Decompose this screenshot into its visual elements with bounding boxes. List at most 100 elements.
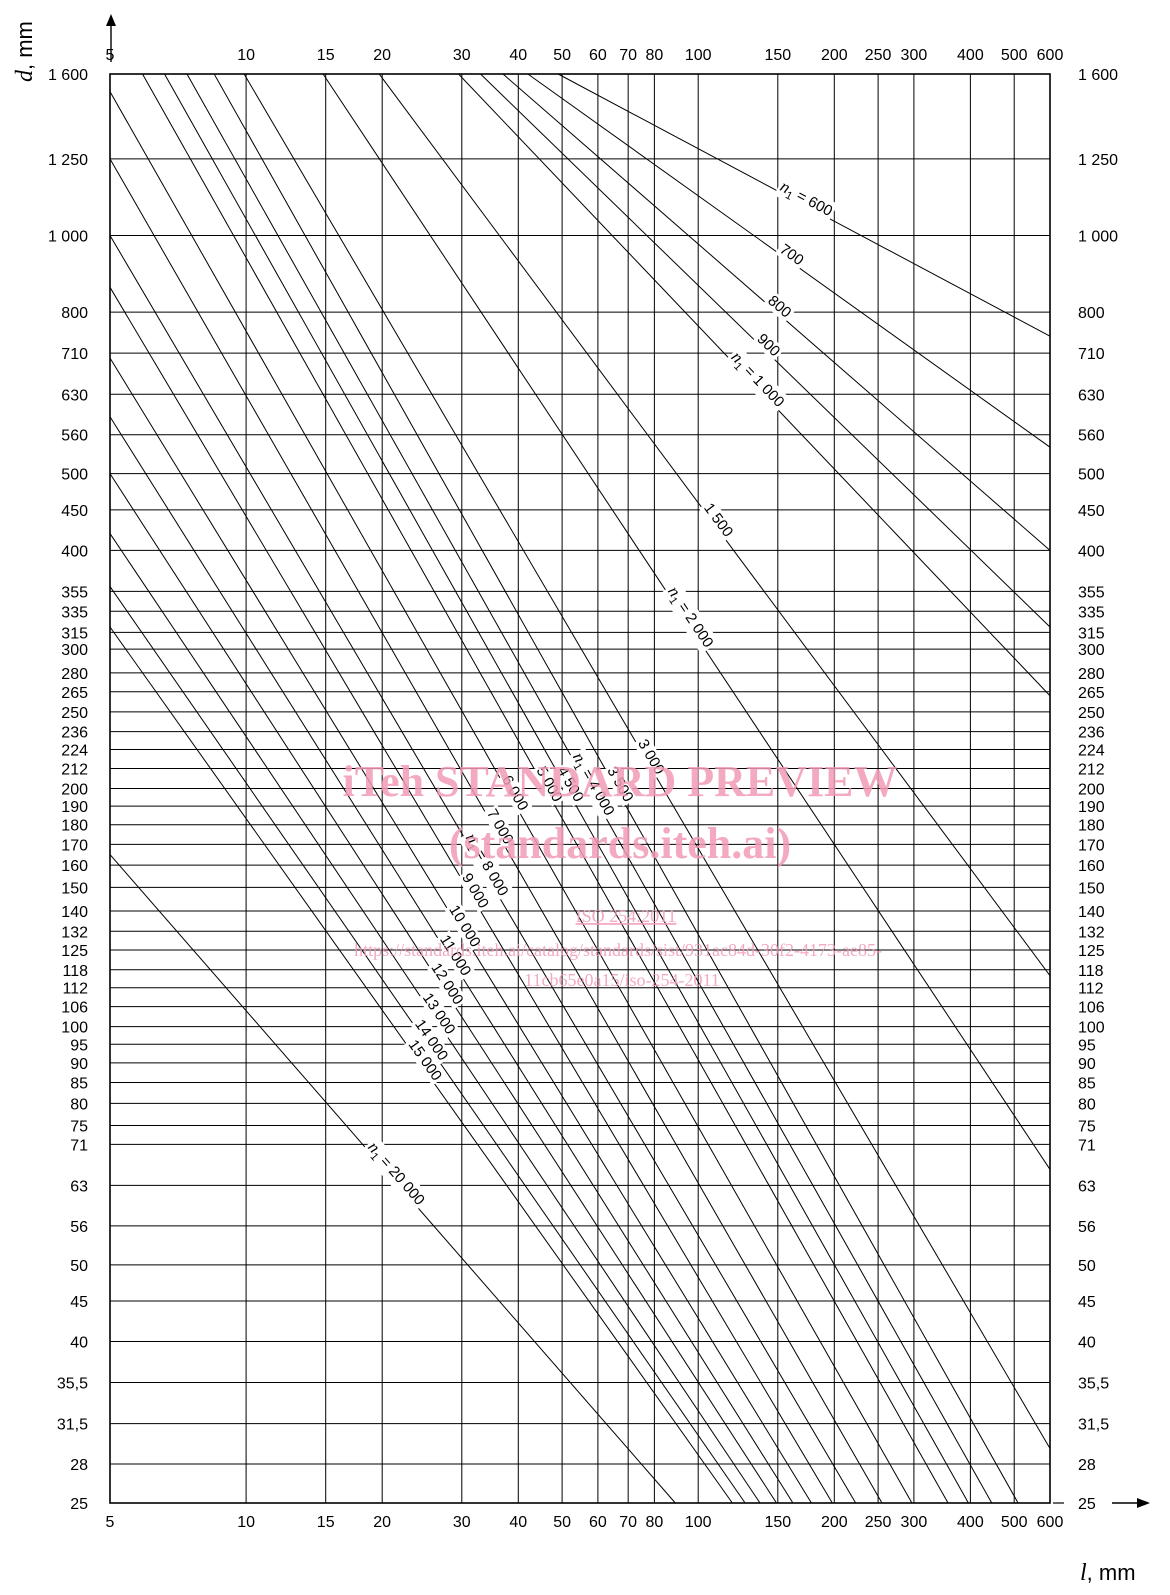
y-tick-label: 106: [61, 1000, 88, 1017]
y-tick-label: 80: [70, 1096, 88, 1113]
x-axis-title: l, mm: [1080, 1560, 1136, 1586]
x-tick-label: 10: [237, 1514, 255, 1531]
y-axis-title: d, mm: [12, 21, 38, 82]
y-tick-label: 355: [1078, 584, 1105, 601]
y-tick-label: 224: [61, 743, 88, 760]
y-tick-label: 25: [1078, 1496, 1096, 1513]
y-tick-label: 190: [61, 799, 88, 816]
y-tick-label: 224: [1078, 743, 1105, 760]
curve-label: 900: [753, 330, 783, 360]
watermark-url-line1[interactable]: https://standards.iteh.ai/catalog/standa…: [354, 940, 882, 960]
y-tick-label: 300: [61, 642, 88, 659]
y-tick-label: 125: [61, 943, 88, 960]
curve-label-bg: [426, 958, 468, 1010]
curve-label-bg: [417, 988, 460, 1040]
y-tick-label: 28: [70, 1457, 88, 1474]
watermark-title: iTeh STANDARD PREVIEW: [343, 757, 898, 806]
y-tick-label: 1 000: [48, 228, 88, 245]
y-tick-label: 71: [70, 1137, 88, 1154]
x-tick-label: 80: [645, 1514, 663, 1531]
curve-label-bg: [482, 804, 518, 849]
y-axis-variable: d: [12, 69, 38, 82]
y-tick-label: 28: [1078, 1457, 1096, 1474]
y-tick-label: 106: [1078, 1000, 1105, 1017]
y-tick-label: 80: [1078, 1096, 1096, 1113]
y-tick-label: 265: [61, 685, 88, 702]
y-tick-label: 45: [1078, 1294, 1096, 1311]
x-axis-arrow-head: [1137, 1498, 1150, 1508]
y-tick-label: 63: [1078, 1178, 1096, 1195]
x-tick-label: 150: [764, 47, 791, 64]
y-tick-label: 50: [70, 1258, 88, 1275]
x-axis-variable: l: [1080, 1560, 1087, 1586]
x-tick-label: 15: [317, 47, 335, 64]
x-tick-label: 100: [685, 47, 712, 64]
y-tick-label: 236: [61, 725, 88, 742]
watermark-subtitle: (standards.iteh.ai): [449, 819, 791, 868]
y-tick-label: 250: [61, 705, 88, 722]
curve-label-bg: [552, 762, 588, 807]
x-tick-label: 600: [1037, 1514, 1064, 1531]
y-tick-label: 112: [1078, 981, 1104, 998]
curve-label-bg: [403, 1035, 447, 1086]
x-tick-label: 40: [509, 1514, 527, 1531]
x-tick-label: 400: [957, 1514, 984, 1531]
x-tick-label: 150: [764, 1514, 791, 1531]
y-tick-label: 236: [1078, 725, 1105, 742]
curve-label-bg: [457, 868, 493, 914]
curve-label-bg: [752, 329, 785, 362]
y-tick-label: 265: [1078, 685, 1105, 702]
y-tick-label: 90: [70, 1056, 88, 1073]
x-tick-label: 500: [1001, 47, 1028, 64]
curve-label-bg: [660, 580, 720, 655]
y-tick-label: 112: [62, 981, 88, 998]
x-tick-label: 60: [589, 47, 607, 64]
y-tick-label: 710: [61, 346, 88, 363]
y-tick-label: 800: [1078, 305, 1105, 322]
y-tick-label: 35,5: [57, 1376, 88, 1393]
y-tick-label: 50: [1078, 1258, 1096, 1275]
y-tick-label: 300: [1078, 642, 1105, 659]
y-tick-label: 1 600: [1078, 67, 1118, 84]
curve-label-bg: [774, 239, 809, 271]
y-tick-label: 25: [70, 1496, 88, 1513]
watermark-standard-link[interactable]: ISO 254:2011: [576, 906, 677, 926]
axis-arrows: [106, 14, 1150, 1508]
x-tick-label: 250: [865, 1514, 892, 1531]
y-tick-label: 355: [61, 584, 88, 601]
curve-label-bg: [497, 770, 533, 816]
curve-label-bg: [602, 762, 638, 807]
x-tick-label: 15: [317, 1514, 335, 1531]
x-tick-label: 30: [453, 47, 471, 64]
y-tick-label: 95: [70, 1037, 88, 1054]
y-tick-label: 125: [1078, 943, 1105, 960]
curve-label: n1 = 2 000: [662, 583, 719, 653]
watermark-url-line2[interactable]: 11cb65e0a15/iso-254-2011: [524, 970, 720, 990]
curve-label-bg: [699, 498, 738, 542]
y-tick-label: 1 250: [48, 152, 88, 169]
x-ticks-top: 5 10 15 20 30 40 50 60 70 80 100 150 200 250 300 400 500…: [106, 47, 1064, 64]
y-tick-label: 132: [61, 924, 88, 941]
y-tick-label: 140: [61, 904, 88, 921]
y-tick-label: 170: [61, 837, 88, 854]
y-tick-label: 150: [61, 880, 88, 897]
y-tick-label: 450: [61, 503, 88, 520]
y-tick-label: 132: [1078, 924, 1105, 941]
y-tick-label: 1 000: [1078, 228, 1118, 245]
y-tick-label: 95: [1078, 1037, 1096, 1054]
curve-label-bg: [410, 1014, 453, 1066]
curve-label: 800: [764, 292, 794, 321]
y-tick-label: 40: [1078, 1335, 1096, 1352]
y-tick-label: 180: [1078, 818, 1105, 835]
y-tick-label: 450: [1078, 503, 1105, 520]
y-tick-label: 118: [62, 963, 88, 980]
x-tick-label: 200: [821, 47, 848, 64]
curve-label-bg: [435, 930, 476, 981]
y-tick-label: 212: [1078, 761, 1105, 778]
y-tick-label: 212: [61, 761, 88, 778]
y-tick-label: 170: [1078, 837, 1105, 854]
x-tick-label: 5: [106, 47, 115, 64]
